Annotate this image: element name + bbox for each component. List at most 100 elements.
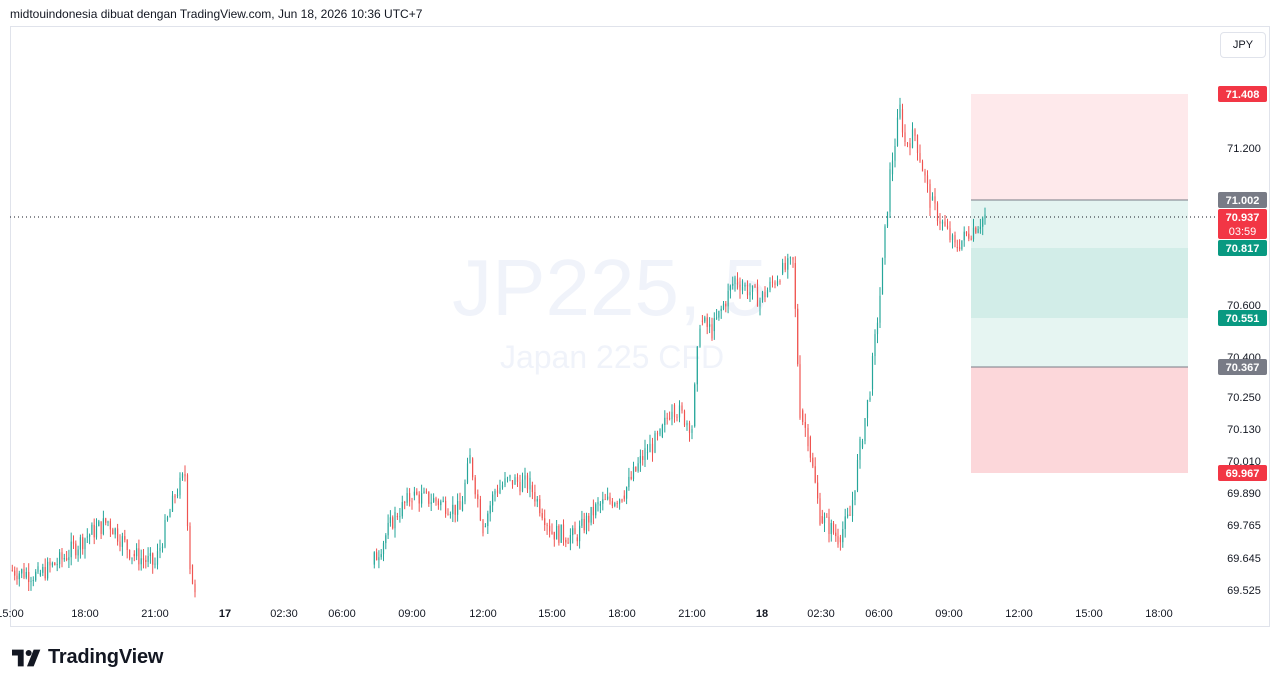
candle-body: [484, 526, 486, 527]
candle-body: [749, 291, 751, 296]
time-tick-5: 06:00: [328, 608, 356, 620]
candle-body: [176, 495, 179, 496]
target-zone-2[interactable]: [971, 248, 1188, 318]
candle-body: [109, 521, 111, 530]
candle-body: [884, 226, 886, 258]
time-tick-8: 15:00: [538, 608, 566, 620]
target-zone-3[interactable]: [971, 318, 1188, 367]
candle-body: [581, 518, 583, 526]
candle-body: [792, 257, 794, 260]
candle-body: [61, 552, 63, 560]
candle-body: [509, 475, 511, 478]
price-tick-9: 69.525: [1227, 585, 1261, 597]
candle-body: [681, 405, 683, 411]
candle-body: [425, 491, 427, 493]
candle-body: [746, 284, 749, 296]
candle-body: [630, 476, 632, 479]
candle-body: [628, 476, 630, 488]
candle-body: [526, 475, 529, 490]
candle-body: [413, 491, 415, 496]
candle-body: [771, 281, 774, 283]
candle-body: [789, 257, 791, 259]
currency-button[interactable]: JPY: [1220, 32, 1266, 58]
candle-body: [401, 502, 403, 517]
price-label-3: [1218, 240, 1267, 256]
candle-body: [599, 503, 601, 506]
candle-body: [904, 132, 906, 142]
candle-body: [847, 514, 849, 517]
time-tick-11: 18: [756, 608, 768, 620]
candle-body: [75, 543, 77, 556]
candle-body: [839, 537, 841, 543]
watermark-symbol: JP225, 5: [452, 243, 768, 332]
candle-body: [77, 549, 79, 556]
candle-body: [970, 238, 972, 240]
candle-body: [44, 567, 46, 579]
candle-body: [433, 498, 435, 503]
candle-body: [664, 417, 666, 425]
candle-body: [521, 479, 524, 492]
candle-body: [941, 221, 944, 224]
candle-body: [82, 537, 84, 550]
target-zone-1[interactable]: [971, 200, 1188, 248]
tradingview-logo[interactable]: TradingView: [12, 646, 163, 669]
candle-body: [489, 505, 491, 514]
candle-body: [89, 534, 91, 537]
stop-zone-2[interactable]: [971, 367, 1188, 473]
candle-body: [406, 493, 408, 503]
candle-body: [430, 502, 432, 504]
candle-body: [864, 418, 866, 441]
candle-body: [794, 263, 796, 309]
tradingview-logo-icon: [12, 649, 41, 666]
candle-body: [105, 518, 107, 523]
candle-body: [909, 143, 911, 148]
time-tick-12: 02:30: [807, 608, 835, 620]
candle-body: [637, 463, 639, 471]
candle-body: [931, 196, 934, 201]
candle-body: [396, 516, 398, 518]
candle-body: [126, 539, 128, 550]
candle-body: [926, 175, 929, 184]
candle-body: [774, 282, 776, 285]
candle-body: [691, 429, 693, 433]
candle-body: [954, 235, 956, 243]
candle-body: [93, 524, 95, 538]
candle-body: [595, 504, 597, 516]
candle-body: [621, 499, 623, 502]
stop-zone[interactable]: [971, 94, 1188, 200]
candle-body: [614, 503, 616, 506]
time-axis: 15:00 18:00 21:00 17 02:30 06:00 09:00 12:00 15:…: [0, 608, 1173, 620]
candle-body: [671, 411, 673, 419]
candle-body: [704, 317, 706, 322]
candle-body: [382, 543, 385, 555]
chart-header: midtouindonesia dibuat dengan TradingVie…: [10, 7, 423, 21]
candle-body: [616, 503, 618, 504]
time-tick-4: 02:30: [270, 608, 298, 620]
candle-body: [136, 548, 138, 557]
candle-body: [741, 286, 744, 291]
candle-body: [416, 491, 418, 495]
candle-body: [823, 516, 826, 523]
candle-body: [129, 550, 131, 559]
candle-body: [184, 474, 186, 477]
candle-body: [676, 416, 678, 418]
candle-body: [479, 499, 481, 521]
candle-body: [975, 227, 977, 233]
candle-body: [392, 517, 394, 529]
candle-body: [556, 525, 558, 540]
candle-body: [42, 567, 44, 573]
candle-body: [632, 466, 635, 479]
candle-body: [901, 109, 904, 133]
candle-body: [423, 491, 425, 494]
candle-body: [585, 515, 588, 531]
candle-body: [191, 564, 194, 584]
candle-body: [399, 516, 401, 518]
candle-body: [541, 513, 543, 519]
candle-body: [799, 364, 801, 418]
candle-body: [766, 290, 769, 297]
candle-body: [14, 570, 16, 576]
price-label-text-6: 69.967: [1226, 468, 1260, 480]
candle-body: [11, 570, 13, 571]
time-tick-2: 21:00: [141, 608, 169, 620]
